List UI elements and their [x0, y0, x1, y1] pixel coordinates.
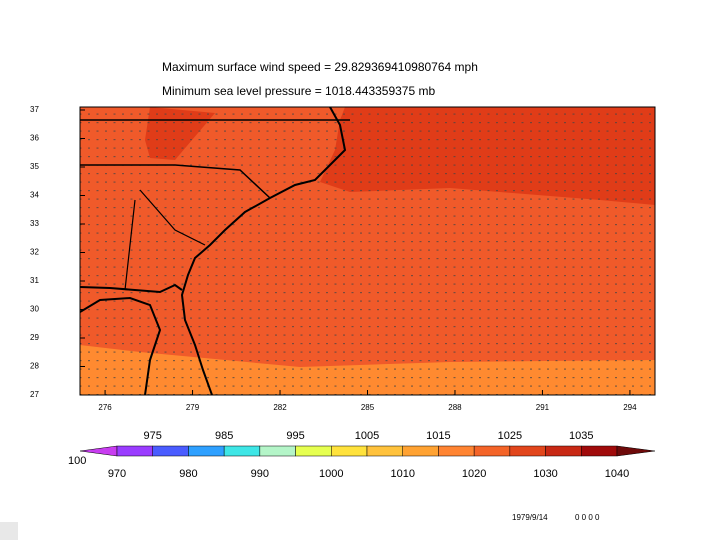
colorbar-label: 1015 — [426, 430, 450, 442]
colorbar-label: 1005 — [355, 430, 379, 442]
y-tick-label: 33 — [30, 219, 39, 228]
map-field — [80, 107, 655, 395]
corner-tab — [0, 522, 18, 540]
colorbar-segment — [509, 445, 546, 457]
y-tick-label: 34 — [30, 191, 39, 200]
colorbar-segment — [545, 445, 582, 457]
colorbar-label: 1010 — [390, 468, 414, 480]
colorbar-label: 1000 — [319, 468, 343, 480]
wind-vectors — [80, 107, 655, 395]
colorbar-end — [616, 445, 656, 457]
time: 0 0 0 0 — [575, 513, 600, 522]
y-tick-label: 30 — [30, 305, 39, 314]
subtitle: Minimum sea level pressure = 1018.443359… — [162, 84, 435, 98]
colorbar-label: 975 — [144, 430, 162, 442]
colorbar-label: 995 — [286, 430, 304, 442]
colorbar-segment — [259, 445, 296, 457]
x-tick-label: 291 — [536, 403, 550, 412]
colorbar-segment — [188, 445, 225, 457]
colorbar-segment — [116, 445, 153, 457]
colorbar-end-label: 100 — [68, 455, 86, 467]
colorbar-segment — [152, 445, 189, 457]
x-tick-label: 294 — [623, 403, 637, 412]
colorbar-label: 985 — [215, 430, 233, 442]
date: 1979/9/14 — [512, 513, 548, 522]
colorbar-label: 1040 — [605, 468, 629, 480]
colorbar-label: 980 — [179, 468, 197, 480]
y-tick-label: 31 — [30, 276, 39, 285]
y-tick-label: 28 — [30, 362, 39, 371]
colorbar-segment — [223, 445, 261, 457]
x-tick-label: 282 — [273, 403, 287, 412]
x-tick-label: 285 — [361, 403, 375, 412]
y-tick-label: 36 — [30, 134, 39, 143]
colorbar-label: 1035 — [569, 430, 593, 442]
colorbar-label: 990 — [251, 468, 269, 480]
y-tick-label: 35 — [30, 162, 39, 171]
colorbar-segment — [473, 445, 511, 457]
colorbar-segment — [438, 445, 475, 457]
title: Maximum surface wind speed = 29.82936941… — [162, 60, 478, 74]
colorbar-segment — [295, 445, 332, 457]
colorbar-label: 1020 — [462, 468, 486, 480]
colorbar-segment — [581, 445, 618, 457]
x-tick-label: 279 — [186, 403, 200, 412]
y-tick-label: 32 — [30, 248, 39, 257]
colorbar-segment — [331, 445, 368, 457]
colorbar-label: 970 — [108, 468, 126, 480]
colorbar-label: 1025 — [498, 430, 522, 442]
y-tick-label: 37 — [30, 105, 39, 114]
colorbar-segment — [366, 445, 403, 457]
y-tick-label: 29 — [30, 333, 39, 342]
coastlines — [80, 107, 350, 395]
x-tick-label: 276 — [98, 403, 112, 412]
colorbar-segment — [402, 445, 439, 457]
y-tick-label: 27 — [30, 390, 39, 399]
colorbar-label: 1030 — [533, 468, 557, 480]
x-tick-label: 288 — [448, 403, 462, 412]
